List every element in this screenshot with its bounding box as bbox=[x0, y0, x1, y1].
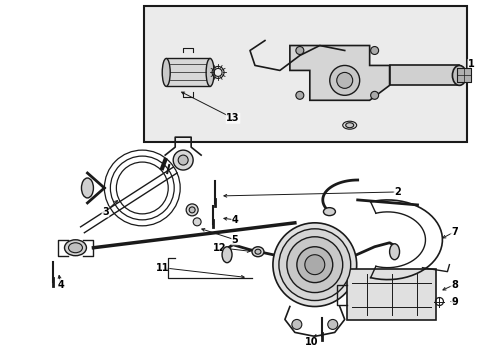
Text: 8: 8 bbox=[451, 280, 458, 289]
Bar bbox=[390, 66, 460, 85]
Polygon shape bbox=[290, 45, 390, 100]
Text: 4: 4 bbox=[232, 215, 239, 225]
Text: 13: 13 bbox=[226, 113, 240, 123]
Ellipse shape bbox=[222, 247, 232, 263]
Bar bbox=[457, 68, 471, 82]
Text: 12: 12 bbox=[213, 243, 227, 253]
Text: 11: 11 bbox=[155, 263, 169, 273]
Ellipse shape bbox=[343, 121, 357, 129]
Circle shape bbox=[296, 91, 304, 99]
Circle shape bbox=[273, 223, 357, 306]
Ellipse shape bbox=[206, 58, 214, 86]
Circle shape bbox=[193, 218, 201, 226]
Text: 2: 2 bbox=[394, 187, 401, 197]
Text: 1: 1 bbox=[468, 59, 475, 69]
Text: 7: 7 bbox=[451, 227, 458, 237]
Ellipse shape bbox=[346, 123, 354, 128]
Circle shape bbox=[178, 155, 188, 165]
Circle shape bbox=[370, 46, 379, 54]
Circle shape bbox=[279, 229, 351, 301]
Circle shape bbox=[287, 237, 343, 293]
Circle shape bbox=[328, 319, 338, 329]
Ellipse shape bbox=[390, 244, 399, 260]
Circle shape bbox=[305, 255, 325, 275]
Circle shape bbox=[370, 91, 379, 99]
Ellipse shape bbox=[252, 247, 264, 257]
Ellipse shape bbox=[65, 240, 86, 256]
Circle shape bbox=[297, 247, 333, 283]
Circle shape bbox=[337, 72, 353, 88]
Bar bbox=[347, 269, 437, 320]
Circle shape bbox=[189, 207, 195, 213]
Circle shape bbox=[330, 66, 360, 95]
Ellipse shape bbox=[81, 178, 94, 198]
Text: 4: 4 bbox=[57, 280, 64, 289]
Circle shape bbox=[173, 150, 193, 170]
Ellipse shape bbox=[452, 66, 466, 85]
Text: 9: 9 bbox=[451, 297, 458, 306]
Bar bbox=[144, 6, 467, 142]
Ellipse shape bbox=[162, 58, 170, 86]
Ellipse shape bbox=[255, 249, 261, 254]
Circle shape bbox=[292, 319, 302, 329]
Circle shape bbox=[296, 46, 304, 54]
Text: 5: 5 bbox=[232, 235, 239, 245]
Ellipse shape bbox=[69, 243, 82, 253]
Bar bbox=[166, 58, 210, 86]
Circle shape bbox=[186, 204, 198, 216]
Text: 10: 10 bbox=[305, 337, 318, 347]
Text: 3: 3 bbox=[102, 207, 109, 217]
Ellipse shape bbox=[323, 208, 336, 216]
